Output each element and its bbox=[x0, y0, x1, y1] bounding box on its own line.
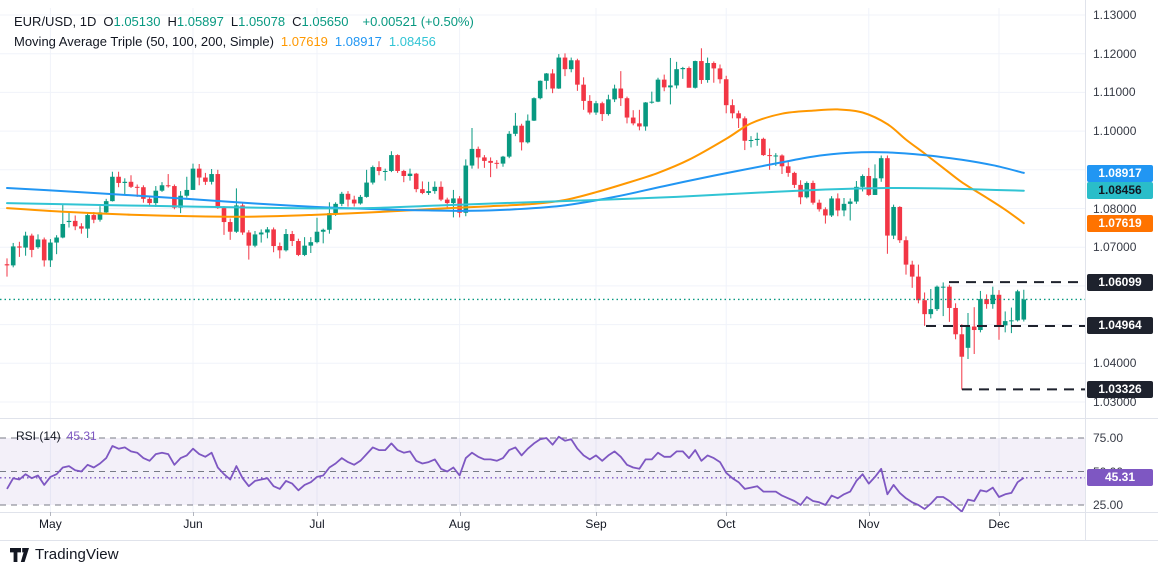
ma100-line bbox=[6, 151, 1025, 212]
ohlc-values: O1.05130 H1.05897 L1.05078 C1.05650 bbox=[103, 14, 355, 29]
symbol-legend-row[interactable]: EUR/USD, 1D O1.05130 H1.05897 L1.05078 C1.05… bbox=[14, 12, 481, 32]
symbol-title: EUR/USD, 1D bbox=[14, 14, 97, 29]
ma-values: 1.07619 1.08917 1.08456 bbox=[281, 34, 443, 49]
rsi-legend-row[interactable]: RSI (14) 45.31 bbox=[16, 429, 97, 443]
ohlc-label: H bbox=[167, 14, 177, 29]
ohlc-value: 1.05130 bbox=[113, 14, 161, 29]
rsi-indicator-title: RSI (14) bbox=[16, 429, 61, 443]
ohlc-label: C bbox=[292, 14, 302, 29]
ma-indicator-title: Moving Average Triple (50, 100, 200, Sim… bbox=[14, 34, 274, 49]
rsi-value: 45.31 bbox=[66, 429, 97, 443]
ma200-line bbox=[6, 186, 1025, 210]
tradingview-logo-icon bbox=[10, 547, 29, 562]
ma-value: 1.08456 bbox=[388, 34, 436, 49]
rsi-plot-line bbox=[6, 435, 1025, 512]
ma-value: 1.08917 bbox=[334, 34, 382, 49]
ma50-line bbox=[6, 108, 1025, 225]
change-value: +0.00521 (+0.50%) bbox=[362, 14, 474, 29]
time-axis-scale[interactable] bbox=[0, 512, 1085, 540]
ohlc-value: 1.05078 bbox=[238, 14, 286, 29]
tradingview-logo[interactable]: TradingView bbox=[10, 546, 119, 563]
rsi-layer bbox=[0, 435, 1085, 512]
ohlc-value: 1.05650 bbox=[301, 14, 349, 29]
ma-value: 1.07619 bbox=[280, 34, 328, 49]
price-axis-scale[interactable] bbox=[1085, 0, 1158, 512]
legend: EUR/USD, 1D O1.05130 H1.05897 L1.05078 C1.05… bbox=[14, 12, 481, 52]
candles-layer bbox=[4, 48, 1027, 390]
ma-legend-row[interactable]: Moving Average Triple (50, 100, 200, Sim… bbox=[14, 32, 481, 52]
ohlc-label: L bbox=[230, 14, 239, 29]
ohlc-label: O bbox=[103, 14, 114, 29]
ohlc-value: 1.05897 bbox=[176, 14, 224, 29]
tradingview-logo-text: TradingView bbox=[35, 546, 119, 563]
